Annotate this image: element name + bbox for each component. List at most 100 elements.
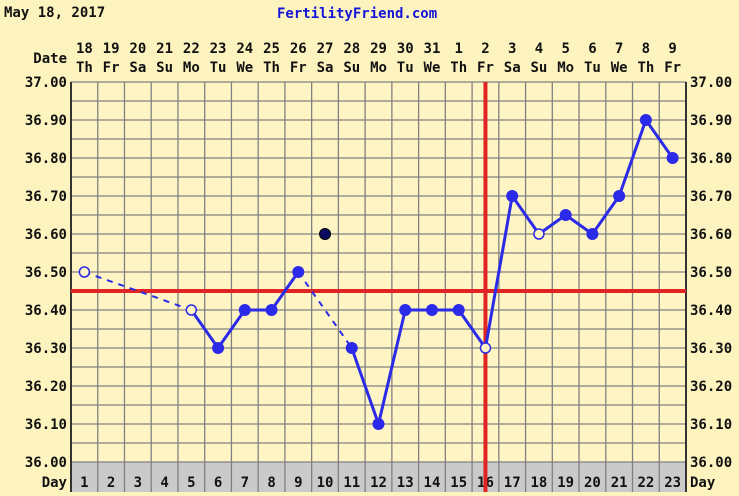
- temp-segment: [350, 347, 380, 425]
- temp-segment: [270, 271, 300, 311]
- x-axis-label-right: Day: [690, 475, 716, 491]
- date-label: 26: [290, 41, 307, 57]
- day-label: 15: [450, 475, 467, 491]
- temp-point: [452, 304, 465, 316]
- day-label: 20: [584, 475, 601, 491]
- y-tick-label: 37.00: [25, 75, 67, 91]
- day-label: 19: [557, 475, 574, 491]
- y-tick-label: 36.60: [25, 227, 67, 243]
- temp-segment: [190, 309, 220, 349]
- date-label: 9: [668, 41, 676, 57]
- date-label: 4: [535, 41, 543, 57]
- day-label: 22: [637, 475, 654, 491]
- day-label: 1: [80, 475, 88, 491]
- date-label: 3: [508, 41, 516, 57]
- weekday-label: Th: [76, 60, 93, 76]
- y-tick-label-right: 37.00: [690, 75, 732, 91]
- weekday-label: Su: [531, 60, 548, 76]
- temp-segment: [644, 119, 674, 159]
- temp-point: [372, 418, 385, 430]
- temp-segment: [591, 195, 621, 235]
- temp-point: [265, 304, 278, 316]
- temp-point: [666, 152, 679, 164]
- y-tick-label-right: 36.80: [690, 151, 732, 167]
- temp-point: [238, 304, 251, 316]
- day-label: 9: [294, 475, 302, 491]
- day-label: 2: [107, 475, 115, 491]
- weekday-label: Tu: [584, 60, 601, 76]
- weekday-label: Fr: [664, 60, 681, 76]
- y-tick-label-right: 36.90: [690, 113, 732, 129]
- y-tick-label: 36.90: [25, 113, 67, 129]
- y-tick-label-right: 36.70: [690, 189, 732, 205]
- day-label: 12: [370, 475, 387, 491]
- y-tick-label-right: 36.10: [690, 417, 732, 433]
- weekday-label: Tu: [210, 60, 227, 76]
- y-tick-label: 36.10: [25, 417, 67, 433]
- weekday-label: Mo: [557, 60, 574, 76]
- temp-point: [586, 228, 599, 240]
- temp-segment: [617, 119, 648, 197]
- y-tick-label-right: 36.20: [690, 379, 732, 395]
- open-point: [185, 304, 198, 316]
- date-label: 27: [317, 41, 334, 57]
- temp-point: [559, 209, 572, 221]
- date-label: 20: [129, 41, 146, 57]
- date-label: 31: [424, 41, 441, 57]
- date-label: 30: [397, 41, 414, 57]
- y-tick-label: 36.40: [25, 303, 67, 319]
- weekday-label: Th: [263, 60, 280, 76]
- temp-segment: [377, 309, 407, 425]
- y-tick-label: 36.00: [25, 455, 67, 471]
- weekday-label: We: [611, 60, 628, 76]
- dashed-segment: [297, 271, 353, 349]
- day-label: 23: [664, 475, 681, 491]
- date-label: 6: [588, 41, 596, 57]
- weekday-label: Sa: [317, 60, 334, 76]
- y-tick-label-right: 36.60: [690, 227, 732, 243]
- y-tick-label: 36.30: [25, 341, 67, 357]
- weekday-label: We: [236, 60, 253, 76]
- y-tick-label-right: 36.50: [690, 265, 732, 281]
- date-label: 1: [454, 41, 462, 57]
- day-label: 10: [317, 475, 334, 491]
- date-label: 7: [615, 41, 623, 57]
- date-label: 8: [642, 41, 650, 57]
- day-label: 14: [424, 475, 441, 491]
- weekday-label: Fr: [103, 60, 120, 76]
- y-tick-label-right: 36.00: [690, 455, 732, 471]
- temp-segment: [483, 195, 514, 349]
- date-label: 19: [103, 41, 120, 57]
- date-label: 29: [370, 41, 387, 57]
- date-label: 22: [183, 41, 200, 57]
- weekday-label: Fr: [290, 60, 307, 76]
- weekday-label: Fr: [477, 60, 494, 76]
- y-tick-label-right: 36.40: [690, 303, 732, 319]
- site-link[interactable]: FertilityFriend.com: [277, 6, 438, 22]
- day-label: 4: [160, 475, 168, 491]
- temp-point: [613, 190, 626, 202]
- day-label: 11: [343, 475, 360, 491]
- temp-point: [425, 304, 438, 316]
- temp-segment: [510, 195, 541, 235]
- day-label: 6: [214, 475, 222, 491]
- discarded-point: [319, 228, 332, 240]
- day-label: 21: [611, 475, 628, 491]
- day-row: [71, 462, 686, 492]
- x-axis-label: Day: [42, 475, 68, 491]
- y-tick-label: 36.70: [25, 189, 67, 205]
- temp-point: [639, 114, 652, 126]
- date-label: 24: [236, 41, 253, 57]
- temp-point: [345, 342, 358, 354]
- date-label: 2: [481, 41, 489, 57]
- date-row-label: Date: [33, 51, 67, 67]
- temp-point: [506, 190, 519, 202]
- open-point: [533, 228, 545, 240]
- date-label: 18: [76, 41, 93, 57]
- temp-segment: [216, 309, 247, 349]
- y-tick-label: 36.20: [25, 379, 67, 395]
- day-label: 8: [267, 475, 275, 491]
- weekday-label: Th: [450, 60, 467, 76]
- open-point: [479, 342, 492, 354]
